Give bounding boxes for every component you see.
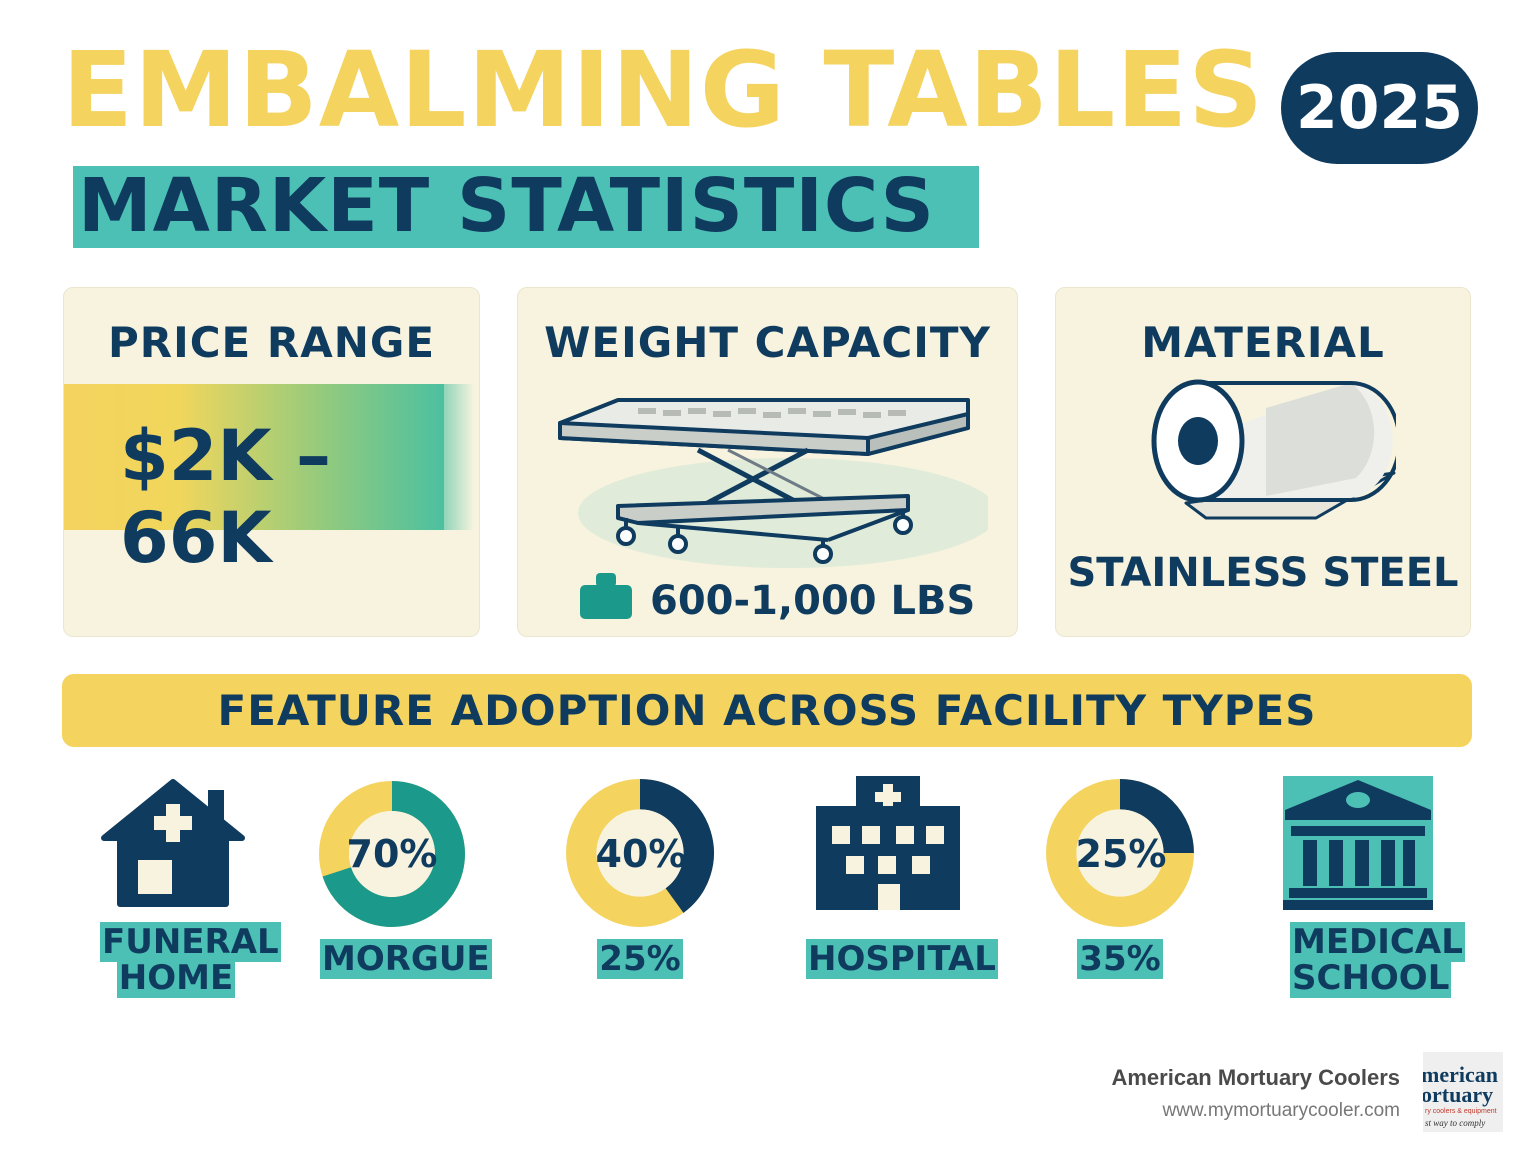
facility-medical-school: MEDICAL SCHOOL — [1290, 922, 1465, 998]
material-title: MATERIAL — [1141, 318, 1385, 367]
donut-70-value: 70% — [346, 832, 438, 876]
weight-capacity-card: WEIGHT CAPACITY 600-1,000 LB — [517, 287, 1018, 637]
material-value: STAINLESS STEEL — [1067, 550, 1459, 596]
donut-40-caption: 25% — [570, 939, 710, 979]
weight-capacity-title: WEIGHT CAPACITY — [544, 318, 991, 367]
page-subtitle: MARKET STATISTICS — [78, 163, 935, 249]
subtitle-highlight — [73, 166, 979, 248]
donut-center — [596, 809, 684, 897]
weight-icon — [580, 573, 632, 619]
donut-40-value: 40% — [595, 832, 687, 876]
feature-adoption-heading: FEATURE ADOPTION ACROSS FACILITY TYPES — [217, 686, 1317, 735]
logo-line2: ortuary — [1423, 1082, 1494, 1107]
donut-segment — [639, 779, 714, 913]
weight-capacity-value: 600-1,000 LBS — [650, 578, 976, 624]
house-icon — [101, 779, 245, 907]
facility-morgue: MORGUE — [320, 939, 492, 979]
logo-line4: st way to comply — [1425, 1118, 1486, 1128]
price-range-value: $2K – 66K — [120, 415, 332, 579]
logo-line1: merican — [1423, 1062, 1498, 1087]
hospital-icon — [816, 776, 960, 910]
feature-adoption-banner: FEATURE ADOPTION ACROSS FACILITY TYPES — [62, 674, 1472, 747]
morgue-label: MORGUE — [320, 939, 492, 979]
company-logo: merican ortuary ry coolers & equipment s… — [1423, 1052, 1503, 1132]
donut-chart-40 — [566, 779, 714, 927]
medical-school-label-line2: SCHOOL — [1290, 957, 1452, 998]
hospital-label: HOSPITAL — [806, 939, 998, 979]
year-badge: 2025 — [1281, 52, 1478, 164]
donut-center — [1076, 809, 1164, 897]
donut-chart-25 — [1046, 779, 1194, 927]
facility-hospital: HOSPITAL — [806, 939, 998, 979]
funeral-home-label-line2: HOME — [116, 957, 236, 998]
logo-line3: ry coolers & equipment — [1425, 1108, 1497, 1115]
donut-segment — [1119, 779, 1194, 854]
donut-40-caption-text: 25% — [597, 939, 683, 979]
funeral-home-label-line1: FUNERAL — [100, 922, 281, 962]
steel-roll-icon — [1151, 379, 1396, 520]
material-card: MATERIAL STAINLESS STEEL — [1055, 287, 1471, 637]
page-title: EMBALMING TABLES — [62, 29, 1265, 151]
footer-brand: American Mortuary Coolers — [1111, 1065, 1400, 1090]
donut-25-value: 25% — [1075, 832, 1167, 876]
facility-funeral-home: FUNERAL HOME — [100, 922, 281, 998]
donut-center — [349, 811, 435, 897]
donut-segment — [322, 781, 465, 927]
price-gradient-band — [64, 384, 474, 530]
footer-url[interactable]: www.mymortuarycooler.com — [1162, 1100, 1400, 1121]
school-building-icon — [1283, 776, 1433, 910]
donut-chart-70 — [319, 781, 465, 927]
donut-25-caption-text: 35% — [1077, 939, 1163, 979]
embalming-table-icon — [558, 398, 988, 568]
price-range-title: PRICE RANGE — [107, 318, 436, 367]
medical-school-label-line1: MEDICAL — [1290, 922, 1465, 962]
price-range-card: PRICE RANGE $2K – 66K — [63, 287, 480, 637]
donut-25-caption: 35% — [1050, 939, 1190, 979]
